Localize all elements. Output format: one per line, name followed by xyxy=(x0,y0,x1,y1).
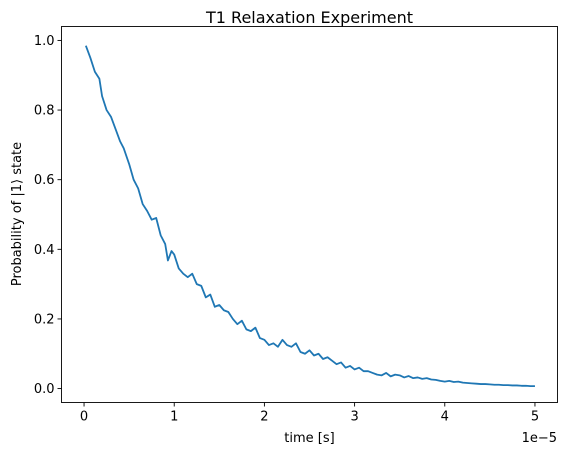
plot-layer xyxy=(85,45,535,388)
x-tick-label: 2 xyxy=(260,410,268,425)
series-line xyxy=(85,45,535,388)
x-tick-label: 0 xyxy=(80,410,88,425)
y-tick-label: 0.2 xyxy=(34,312,55,327)
chart-title: T1 Relaxation Experiment xyxy=(205,8,413,27)
x-axis-label: time [s] xyxy=(284,431,334,446)
y-axis-label: Probability of |1⟩ state xyxy=(10,142,25,286)
y-tick-label: 0.4 xyxy=(34,243,55,258)
y-tick-label: 0.8 xyxy=(34,104,55,119)
plot-frame xyxy=(61,26,558,403)
x-tick-label: 1 xyxy=(170,410,178,425)
x-tick-label: 3 xyxy=(350,410,358,425)
x-axis-offset-label: 1e−5 xyxy=(522,431,557,446)
y-tick-label: 0.0 xyxy=(34,382,55,397)
y-axis-ticks: 0.0 0.2 0.4 0.6 0.8 1.0 xyxy=(34,34,62,397)
x-tick-label: 4 xyxy=(441,410,449,425)
x-tick-label: 5 xyxy=(531,410,539,425)
x-axis-ticks: 0 1 2 3 4 5 xyxy=(80,402,539,425)
y-tick-label: 0.6 xyxy=(34,173,55,188)
y-tick-label: 1.0 xyxy=(34,34,55,49)
